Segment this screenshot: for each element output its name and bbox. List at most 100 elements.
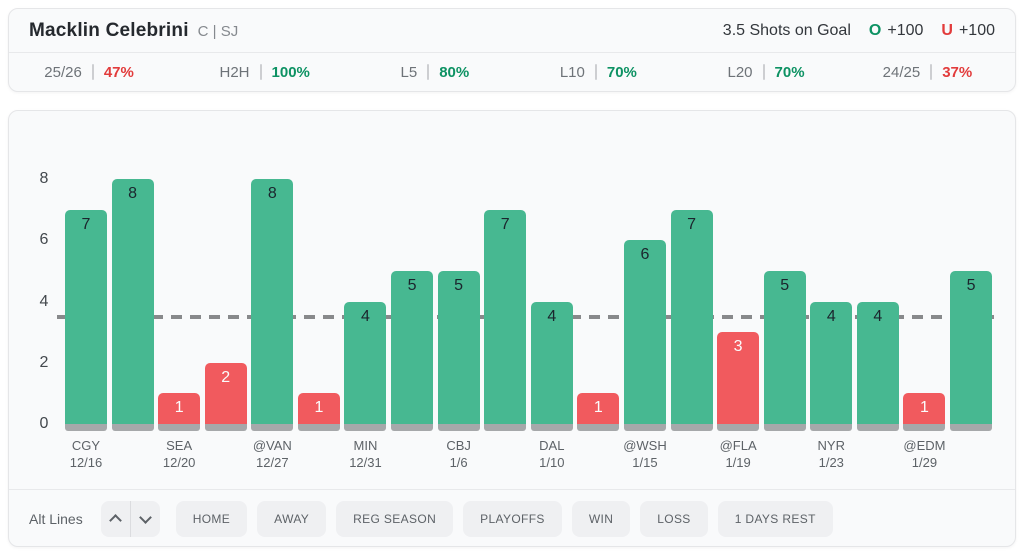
- prop-info: 3.5 Shots on Goal O +100 U +100: [723, 22, 995, 40]
- bar: 5: [950, 270, 993, 431]
- bar: 7: [670, 209, 713, 431]
- bar-fill: [437, 270, 480, 424]
- bar-fill: [204, 362, 247, 424]
- filter-button-playoffs[interactable]: PLAYOFFS: [463, 500, 562, 537]
- bar-base: [158, 424, 201, 431]
- opponent-label: MIN: [353, 438, 378, 453]
- over-odds-value: +100: [887, 21, 924, 39]
- filter-button-1-days-rest[interactable]: 1 DAYS REST: [717, 500, 833, 537]
- bar-value-label: 1: [314, 399, 324, 417]
- bar: 8: [111, 179, 154, 431]
- x-axis-label: CBJ 1/6: [417, 437, 501, 471]
- player-header-card: Macklin Celebrini C | SJ 3.5 Shots on Go…: [8, 8, 1016, 92]
- split-item: 25/26 47%: [9, 64, 177, 81]
- bar: 3: [717, 332, 760, 431]
- bar-base: [856, 424, 899, 431]
- bar-base: [530, 424, 573, 431]
- bar-fill: [577, 393, 620, 424]
- bar: 7: [484, 209, 527, 431]
- split-divider: [930, 64, 933, 80]
- split-item: 24/25 37%: [847, 64, 1015, 81]
- bar: 1: [297, 393, 340, 431]
- split-divider: [762, 64, 765, 80]
- bar-value-label: 4: [873, 307, 883, 325]
- bar-fill: [763, 270, 806, 424]
- bar-value-label: 5: [407, 276, 417, 294]
- split-divider: [91, 64, 94, 80]
- filter-button-reg-season[interactable]: REG SEASON: [336, 500, 454, 537]
- under-symbol: U: [941, 21, 953, 39]
- alt-line-increase-button[interactable]: [101, 501, 130, 537]
- bar-fill: [65, 209, 107, 424]
- y-axis-tick: 0: [39, 415, 49, 432]
- x-axis-label: NYR 1/23: [789, 437, 873, 471]
- split-item: L5 80%: [344, 64, 512, 81]
- alt-lines-stepper: [100, 500, 160, 537]
- bar: 4: [856, 301, 899, 431]
- filter-button-win[interactable]: WIN: [571, 500, 631, 537]
- split-value: 70%: [606, 63, 637, 81]
- bar: 5: [391, 270, 434, 431]
- split-value: 37%: [942, 63, 973, 81]
- bar: 4: [530, 301, 573, 431]
- filter-button-away[interactable]: AWAY: [257, 500, 327, 537]
- y-axis-tick: 4: [39, 292, 49, 310]
- bar-base: [810, 424, 853, 431]
- over-odds[interactable]: O +100: [869, 22, 924, 40]
- bar-fill: [810, 301, 853, 424]
- bar-fill: [344, 301, 387, 424]
- bar-base: [950, 424, 993, 431]
- split-label: 25/26: [44, 63, 82, 81]
- bar-base: [484, 424, 527, 431]
- bar-base: [903, 424, 946, 431]
- opponent-label: NYR: [817, 438, 845, 453]
- bar-base: [437, 424, 480, 431]
- opponent-label: CGY: [71, 438, 101, 453]
- x-axis-label: SEA 12/20: [137, 437, 221, 471]
- filter-button-home[interactable]: HOME: [175, 500, 248, 537]
- x-axis-label: CGY 12/16: [44, 437, 128, 471]
- filter-button-loss[interactable]: LOSS: [640, 500, 708, 537]
- split-value: 100%: [271, 63, 310, 81]
- bar-value-label: 4: [361, 307, 370, 325]
- bar: 1: [577, 393, 620, 431]
- opponent-label: @EDM: [903, 438, 946, 453]
- bar-fill: [158, 393, 201, 424]
- bar-base: [763, 424, 806, 431]
- split-value: 70%: [774, 63, 805, 81]
- player-name: Macklin Celebrini: [29, 19, 189, 41]
- split-label: 24/25: [882, 63, 921, 81]
- bar-value-label: 7: [687, 215, 696, 233]
- split-divider: [427, 64, 430, 80]
- bar-value-label: 7: [81, 215, 91, 233]
- stepper-divider: [129, 500, 131, 537]
- x-axis-label: MIN 12/31: [323, 437, 407, 471]
- split-label: L5: [400, 63, 418, 81]
- game-date-label: 1/23: [818, 455, 844, 470]
- bar-value-label: 7: [500, 215, 510, 233]
- bar-value-label: 1: [919, 399, 929, 417]
- bar-fill: [670, 209, 713, 424]
- bar-base: [344, 424, 387, 431]
- bar-value-label: 4: [547, 307, 557, 325]
- under-odds[interactable]: U +100: [941, 22, 995, 40]
- game-date-label: 1/29: [911, 455, 938, 470]
- bar: 4: [810, 301, 853, 431]
- split-divider: [259, 64, 262, 80]
- bar-fill: [623, 240, 666, 424]
- splits-row: 25/26 47% H2H 100% L5 80% L10 70% L20 70% 24/25 37%: [9, 53, 1015, 91]
- title-row: Macklin Celebrini C | SJ 3.5 Shots on Go…: [9, 9, 1015, 53]
- alt-line-decrease-button[interactable]: [131, 501, 160, 537]
- x-axis-label: DAL 1/10: [510, 437, 594, 471]
- y-axis-tick: 2: [39, 353, 49, 371]
- game-date-label: 1/19: [725, 455, 751, 470]
- bar: 6: [623, 240, 666, 431]
- bar-value-label: 5: [966, 276, 976, 294]
- chart-plot: 0 2 4 6 8 7 CGY 12/16 8 1 SEA 12/20 2 8 @VAN 12/27 1 4 MIN…: [9, 111, 1015, 490]
- bar-base: [391, 424, 434, 431]
- bar-value-label: 1: [174, 399, 184, 417]
- split-value: 80%: [439, 63, 470, 81]
- split-item: H2H 100%: [177, 64, 345, 81]
- bar-fill: [903, 393, 946, 424]
- bar-fill: [391, 270, 434, 424]
